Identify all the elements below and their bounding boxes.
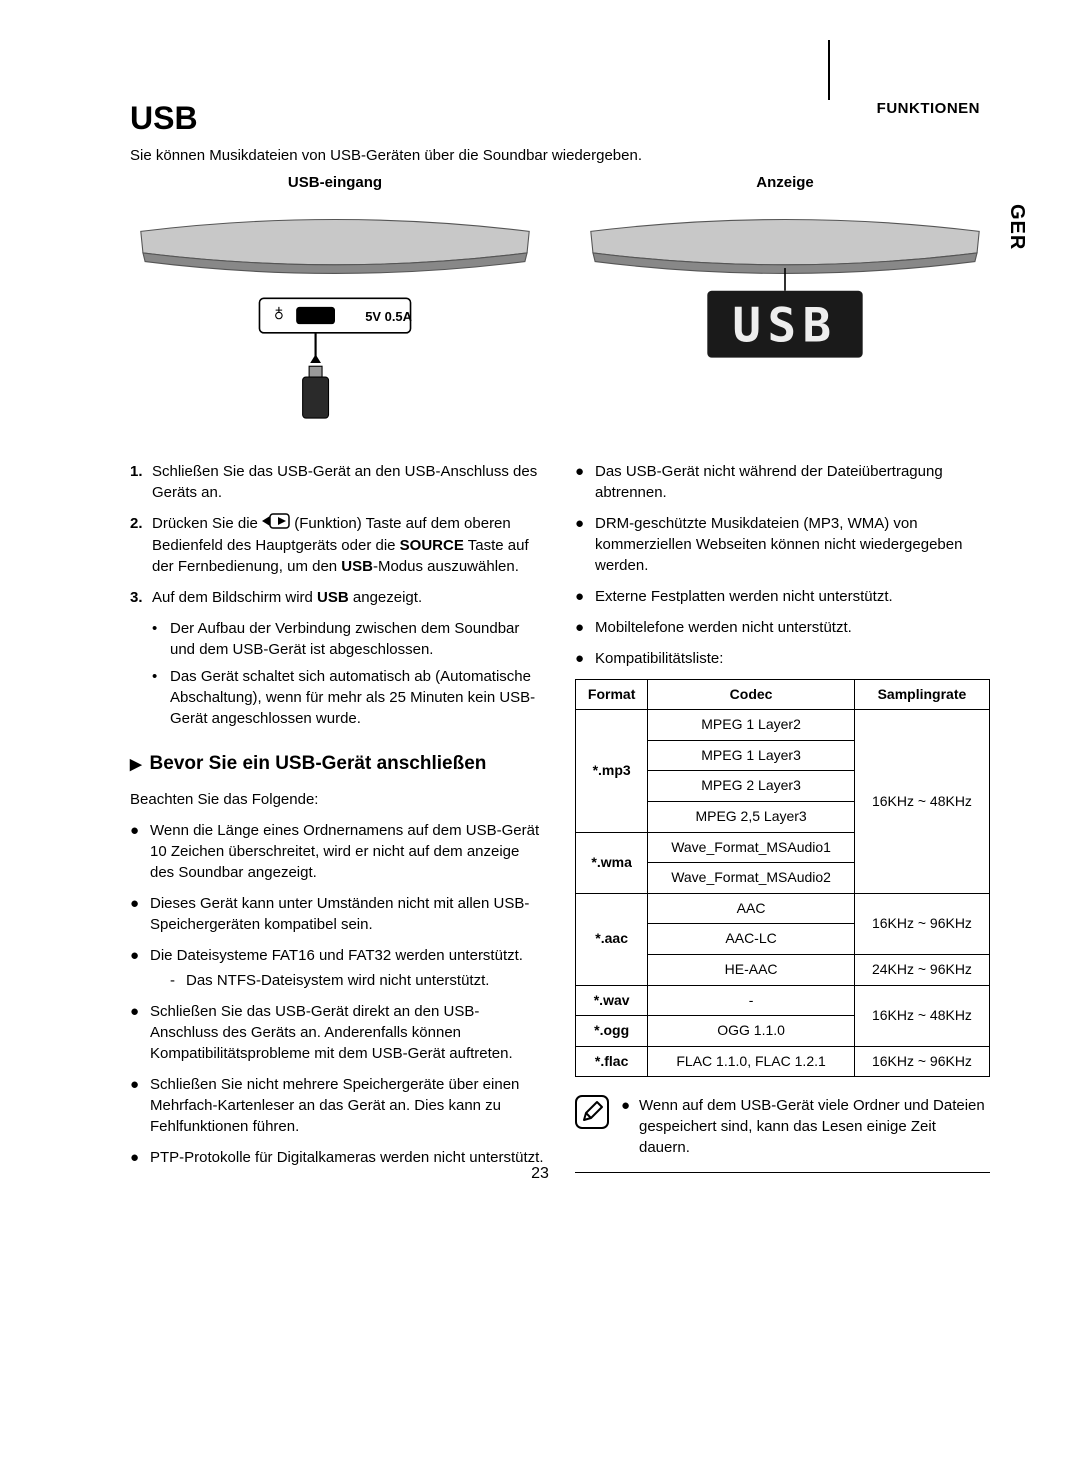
- figure-caption-left: USB-eingang: [130, 174, 540, 191]
- header-divider: [828, 40, 830, 100]
- cell-codec: Wave_Format_MSAudio1: [648, 832, 855, 863]
- cell-format: *.flac: [576, 1046, 648, 1077]
- figure-display: Anzeige USB: [580, 174, 990, 431]
- bullet-icon: ●: [575, 617, 595, 638]
- cell-format: *.aac: [576, 893, 648, 985]
- note-pencil-icon: [575, 1095, 609, 1158]
- cell-format: *.wav: [576, 985, 648, 1016]
- display-text: USB: [732, 298, 837, 353]
- step-1: 1. Schließen Sie das USB-Gerät an den US…: [130, 461, 545, 503]
- compatibility-table: Format Codec Samplingrate *.mp3 MPEG 1 L…: [575, 679, 990, 1078]
- bullet-icon: ●: [621, 1095, 639, 1158]
- list-item: ● Die Dateisysteme FAT16 und FAT32 werde…: [130, 945, 545, 966]
- step-number: 1.: [130, 461, 152, 503]
- bullet-icon: ●: [130, 1147, 150, 1168]
- dash-icon: -: [170, 970, 186, 991]
- bullet-icon: ●: [575, 461, 595, 503]
- table-row: *.wav - 16KHz ~ 48KHz: [576, 985, 990, 1016]
- cell-codec: AAC-LC: [648, 924, 855, 955]
- list-item: ● Das USB-Gerät nicht während der Dateiü…: [575, 461, 990, 503]
- cell-format: *.mp3: [576, 710, 648, 832]
- page-title: USB: [130, 100, 990, 137]
- bullet-dot: •: [152, 666, 170, 729]
- th-codec: Codec: [648, 679, 855, 710]
- soundbar-display-illustration: USB: [580, 199, 990, 372]
- list-item: ● Kompatibilitätsliste:: [575, 648, 990, 669]
- list-sub-item: - Das NTFS-Dateisystem wird nicht unters…: [170, 970, 545, 991]
- figure-caption-right: Anzeige: [580, 174, 990, 191]
- soundbar-input-illustration: 5V 0.5A: [130, 199, 540, 426]
- cell-format: *.wma: [576, 832, 648, 893]
- th-rate: Samplingrate: [854, 679, 989, 710]
- page-number: 23: [531, 1165, 549, 1183]
- cell-codec: AAC: [648, 893, 855, 924]
- bullet-icon: ●: [575, 513, 595, 576]
- bullet-icon: ●: [575, 648, 595, 669]
- before-intro: Beachten Sie das Folgende:: [130, 789, 545, 810]
- step-2: 2. Drücken Sie die (Funktion) Taste auf …: [130, 513, 545, 577]
- content-columns: 1. Schließen Sie das USB-Gerät an den US…: [130, 461, 990, 1179]
- step-text: Auf dem Bildschirm wird USB angezeigt.: [152, 587, 422, 608]
- list-item: ● Schließen Sie nicht mehrere Speicherge…: [130, 1074, 545, 1137]
- right-column: ● Das USB-Gerät nicht während der Dateiü…: [575, 461, 990, 1179]
- bullet-dot: •: [152, 618, 170, 660]
- function-button-icon: [262, 513, 290, 535]
- cell-codec: OGG 1.1.0: [648, 1016, 855, 1047]
- cell-codec: FLAC 1.1.0, FLAC 1.2.1: [648, 1046, 855, 1077]
- manual-page: FUNKTIONEN GER USB Sie können Musikdatei…: [0, 0, 1080, 1218]
- bullet-icon: ●: [130, 1001, 150, 1064]
- cell-format: *.ogg: [576, 1016, 648, 1047]
- subheading: ▶ Bevor Sie ein USB-Gerät anschließen: [130, 751, 545, 778]
- step-3: 3. Auf dem Bildschirm wird USB angezeigt…: [130, 587, 545, 608]
- cell-codec: Wave_Format_MSAudio2: [648, 863, 855, 894]
- left-column: 1. Schließen Sie das USB-Gerät an den US…: [130, 461, 545, 1179]
- intro-text: Sie können Musikdateien von USB-Geräten …: [130, 147, 990, 164]
- list-item: ● Wenn die Länge eines Ordnernamens auf …: [130, 820, 545, 883]
- step-text: Schließen Sie das USB-Gerät an den USB-A…: [152, 461, 545, 503]
- bullet-icon: ●: [130, 893, 150, 935]
- th-format: Format: [576, 679, 648, 710]
- step-3-sub: • Der Aufbau der Verbindung zwischen dem…: [152, 618, 545, 660]
- list-item: ● Dieses Gerät kann unter Umständen nich…: [130, 893, 545, 935]
- list-item: ● Externe Festplatten werden nicht unter…: [575, 586, 990, 607]
- table-header-row: Format Codec Samplingrate: [576, 679, 990, 710]
- figure-usb-input: USB-eingang 5V 0.5A: [130, 174, 540, 431]
- list-item: ● DRM-geschützte Musikdateien (MP3, WMA)…: [575, 513, 990, 576]
- bullet-icon: ●: [130, 945, 150, 966]
- cell-codec: -: [648, 985, 855, 1016]
- language-tab: GER: [1003, 200, 1030, 254]
- bullet-icon: ●: [575, 586, 595, 607]
- port-label-text: 5V 0.5A: [365, 309, 412, 324]
- table-row: *.aac AAC 16KHz ~ 96KHz: [576, 893, 990, 924]
- cell-codec: MPEG 1 Layer3: [648, 740, 855, 771]
- step-text: Drücken Sie die (Funktion) Taste auf dem…: [152, 513, 545, 577]
- cell-codec: MPEG 1 Layer2: [648, 710, 855, 741]
- cell-rate: 16KHz ~ 48KHz: [854, 710, 989, 894]
- list-item: ● Schließen Sie das USB-Gerät direkt an …: [130, 1001, 545, 1064]
- table-row: *.mp3 MPEG 1 Layer2 16KHz ~ 48KHz: [576, 710, 990, 741]
- section-header: FUNKTIONEN: [877, 100, 980, 117]
- cell-rate: 24KHz ~ 96KHz: [854, 954, 989, 985]
- cell-codec: MPEG 2,5 Layer3: [648, 801, 855, 832]
- list-item: ● PTP-Protokolle für Digitalkameras werd…: [130, 1147, 545, 1168]
- cell-rate: 16KHz ~ 48KHz: [854, 985, 989, 1046]
- step-number: 3.: [130, 587, 152, 608]
- bullet-icon: ●: [130, 1074, 150, 1137]
- bullet-icon: ●: [130, 820, 150, 883]
- figure-row: USB-eingang 5V 0.5A Anzeige: [130, 174, 990, 431]
- note-text: ● Wenn auf dem USB-Gerät viele Ordner un…: [621, 1095, 990, 1158]
- step-3-sub: • Das Gerät schaltet sich automatisch ab…: [152, 666, 545, 729]
- table-row: *.flac FLAC 1.1.0, FLAC 1.2.1 16KHz ~ 96…: [576, 1046, 990, 1077]
- step-number: 2.: [130, 513, 152, 577]
- list-item: ● Mobiltelefone werden nicht unterstützt…: [575, 617, 990, 638]
- note-box: ● Wenn auf dem USB-Gerät viele Ordner un…: [575, 1095, 990, 1173]
- cell-codec: HE-AAC: [648, 954, 855, 985]
- cell-rate: 16KHz ~ 96KHz: [854, 893, 989, 954]
- cell-rate: 16KHz ~ 96KHz: [854, 1046, 989, 1077]
- cell-codec: MPEG 2 Layer3: [648, 771, 855, 802]
- triangle-icon: ▶: [130, 754, 142, 775]
